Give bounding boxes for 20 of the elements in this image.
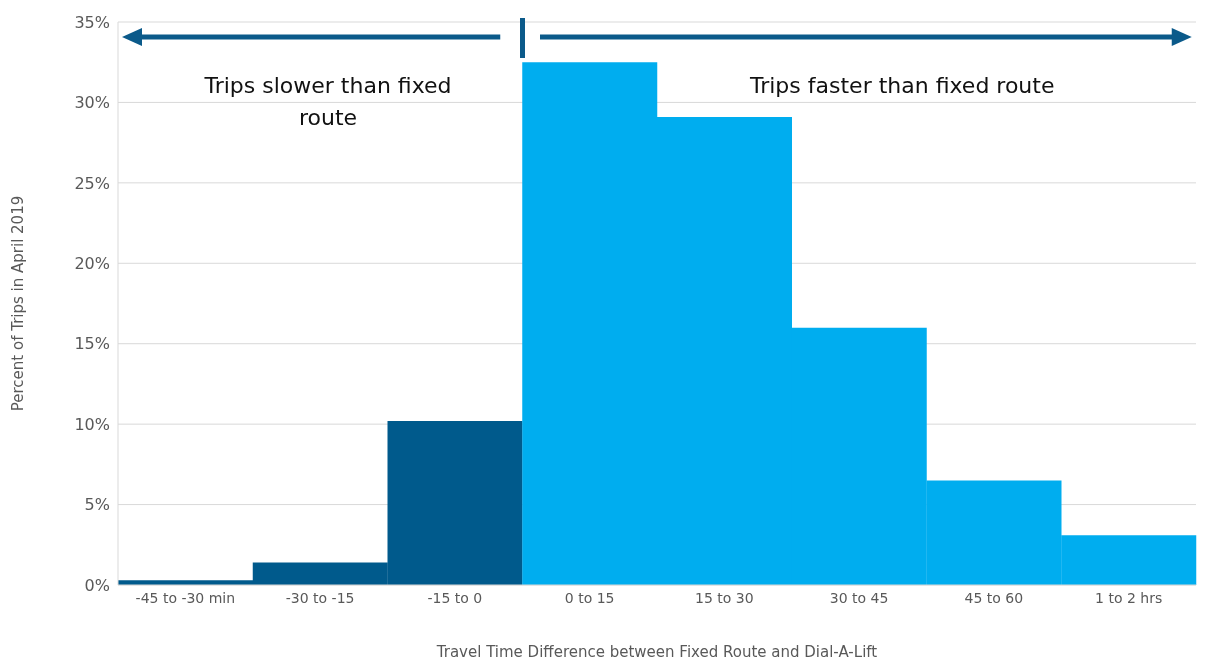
y-tick-label: 5% xyxy=(84,495,110,515)
y-tick-label: 35% xyxy=(74,12,110,32)
y-tick-label: 25% xyxy=(74,173,110,193)
x-tick-label: -15 to 0 xyxy=(427,589,483,606)
x-tick-label: -45 to -30 min xyxy=(135,589,236,606)
x-axis-title: Travel Time Difference between Fixed Route and Dial-A-Lift xyxy=(435,643,878,661)
x-tick-label: 1 to 2 hrs xyxy=(1095,589,1163,606)
annotation: Trips slower than fixed route xyxy=(203,72,453,132)
x-tick-label: 0 to 15 xyxy=(564,589,615,606)
x-tick-label: 45 to 60 xyxy=(964,589,1024,606)
x-tick-label: 30 to 45 xyxy=(829,589,889,606)
y-tick-label: 20% xyxy=(74,253,110,273)
x-tick-label: -30 to -15 xyxy=(285,589,355,606)
x-tick-label: 15 to 30 xyxy=(695,589,754,606)
y-tick-label: 15% xyxy=(74,334,110,354)
y-axis-title: Percent of Trips in April 2019 xyxy=(9,195,28,412)
y-tick-label: 10% xyxy=(74,414,110,434)
y-tick-label: 30% xyxy=(74,93,110,113)
y-tick-label: 0% xyxy=(84,575,110,595)
annotation: Trips faster than fixed route xyxy=(749,72,1056,100)
